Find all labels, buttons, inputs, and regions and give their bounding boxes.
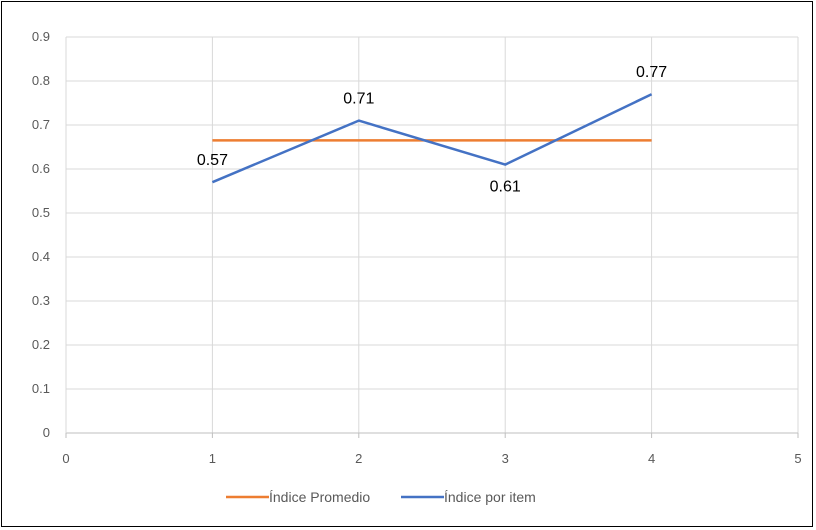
y-tick-label: 0.5 <box>32 205 50 220</box>
legend-label-indice-promedio: Índice Promedio <box>269 489 370 505</box>
data-label: 0.57 <box>197 152 228 169</box>
y-tick-label: 0.4 <box>32 249 50 264</box>
y-tick-label: 0 <box>43 425 50 440</box>
y-tick-label: 0.6 <box>32 161 50 176</box>
x-tick-label: 3 <box>502 451 509 466</box>
y-tick-label: 0.1 <box>32 381 50 396</box>
y-tick-label: 0.7 <box>32 117 50 132</box>
gridlines <box>66 37 798 433</box>
y-tick-label: 0.2 <box>32 337 50 352</box>
data-label: 0.71 <box>343 91 374 108</box>
x-tick-label: 5 <box>794 451 801 466</box>
x-tick-label: 1 <box>209 451 216 466</box>
y-tick-label: 0.9 <box>32 29 50 44</box>
data-label: 0.61 <box>490 179 521 196</box>
legend-label-indice-por-item: Índice por item <box>444 489 536 505</box>
y-tick-label: 0.3 <box>32 293 50 308</box>
data-labels: 0.57 0.71 0.61 0.77 <box>197 64 667 195</box>
x-tick-label: 0 <box>62 451 69 466</box>
axes: 0 0.1 0.2 0.3 0.4 0.5 0.6 0.7 0.8 0.9 0 1 2 3 4 5 <box>32 29 802 466</box>
x-tick-label: 2 <box>355 451 362 466</box>
y-tick-label: 0.8 <box>32 73 50 88</box>
x-tick-label: 4 <box>648 451 655 466</box>
legend: Índice Promedio Índice por item <box>226 489 536 505</box>
data-label: 0.77 <box>636 64 667 81</box>
